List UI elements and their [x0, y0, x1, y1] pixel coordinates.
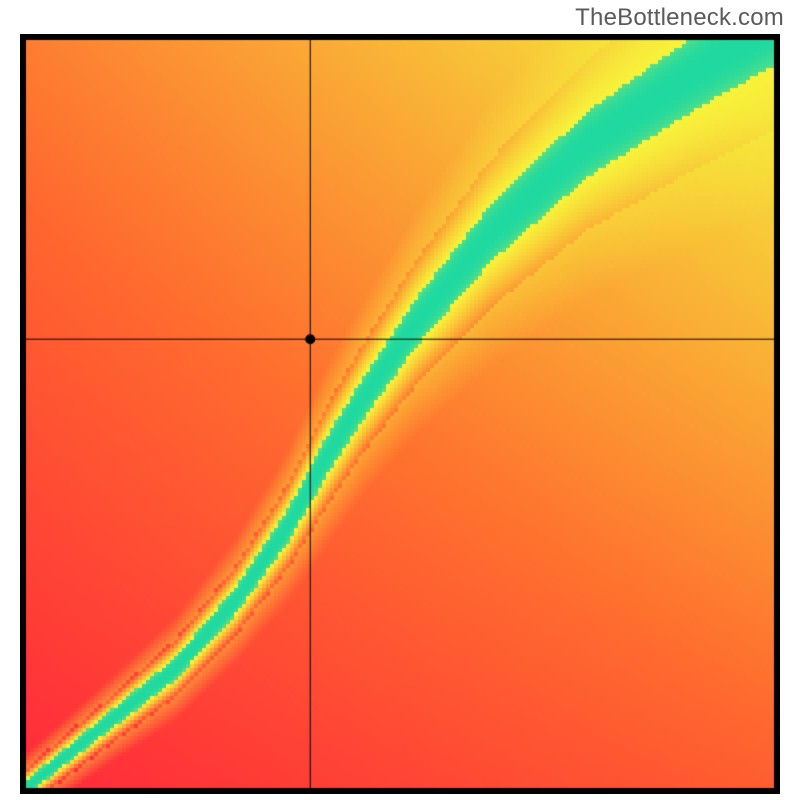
watermark-text: TheBottleneck.com [575, 4, 784, 32]
root: TheBottleneck.com [0, 0, 800, 800]
heatmap-canvas [20, 34, 780, 794]
heatmap-plot [20, 34, 780, 794]
